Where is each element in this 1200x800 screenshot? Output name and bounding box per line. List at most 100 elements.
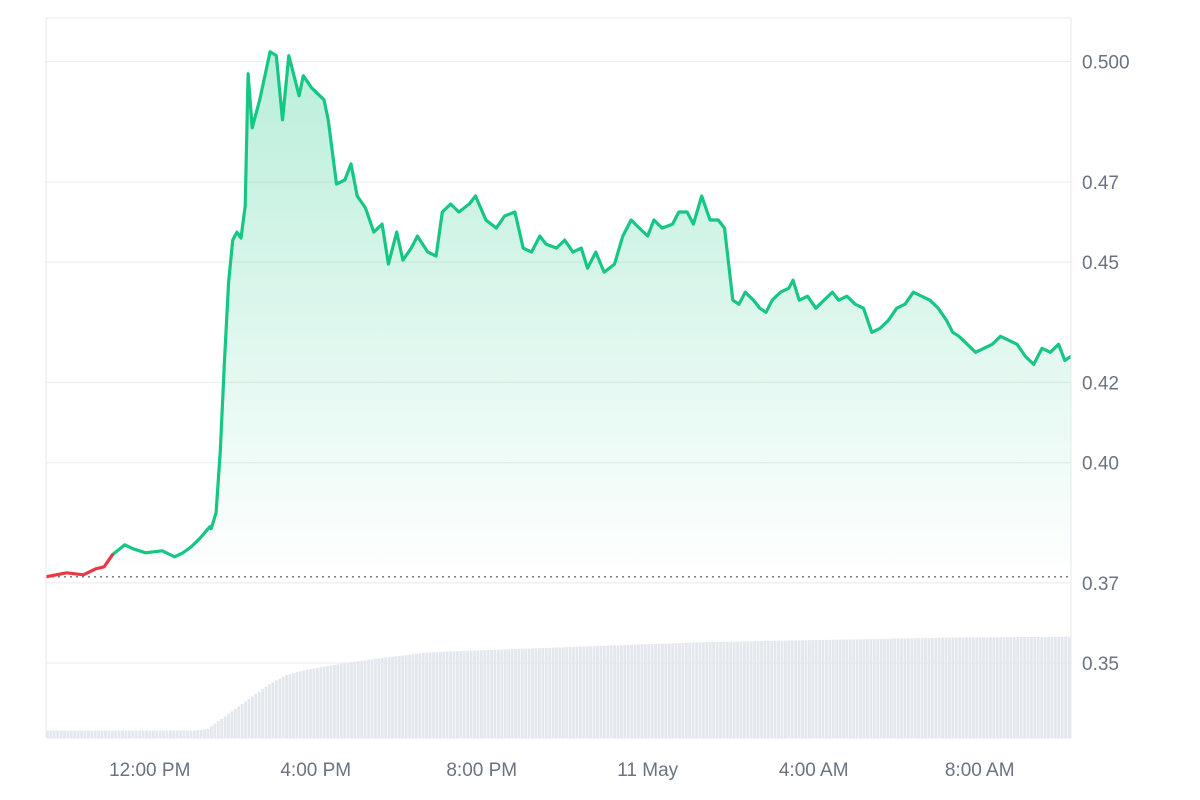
volume-bar: [339, 663, 343, 738]
volume-bar: [510, 649, 514, 738]
volume-bar: [838, 639, 842, 738]
volume-bar: [671, 643, 675, 738]
volume-bar: [404, 655, 408, 738]
volume-bar: [1006, 637, 1009, 738]
volume-bar: [599, 645, 603, 738]
volume-bar: [954, 637, 958, 738]
volume-bar: [1033, 636, 1037, 738]
volume-bar: [616, 645, 620, 738]
volume-bar: [917, 638, 921, 738]
volume-bar: [203, 729, 206, 738]
volume-bar: [374, 658, 377, 738]
volume-bar: [900, 638, 903, 738]
volume-bar: [719, 641, 722, 738]
volume-bar: [961, 637, 965, 738]
volume-bar: [387, 657, 391, 738]
volume-bar: [763, 641, 767, 738]
volume-bar: [148, 730, 152, 738]
x-tick-label: 8:00 PM: [446, 760, 517, 781]
volume-bar: [305, 669, 309, 738]
volume-bar: [664, 643, 668, 738]
volume-bar: [336, 664, 340, 738]
volume-bar: [848, 639, 852, 738]
price-line-up: [110, 50, 1071, 559]
volume-bar: [237, 706, 241, 738]
volume-bar: [743, 641, 746, 738]
volume-bar: [251, 696, 254, 738]
volume-bar: [479, 650, 483, 738]
volume-bar: [517, 648, 521, 738]
volume-bar: [244, 701, 247, 738]
volume-bar: [329, 665, 333, 738]
volume-bar: [1053, 636, 1057, 738]
volume-bar: [134, 730, 138, 738]
price-line: [46, 50, 1071, 579]
volume-bar: [165, 730, 169, 738]
volume-bar: [76, 730, 80, 738]
volume-bar: [674, 643, 678, 738]
volume-bar: [982, 637, 985, 738]
volume-bar: [179, 730, 183, 738]
y-tick-label: 0.35: [1082, 654, 1119, 675]
volume-bar: [1030, 636, 1033, 738]
volume-bar: [438, 651, 442, 738]
volume-bar: [452, 651, 456, 738]
volume-bar: [814, 640, 818, 738]
volume-bar: [459, 650, 463, 738]
volume-bar: [705, 642, 709, 738]
volume-bar: [589, 646, 593, 738]
volume-bar: [609, 645, 613, 738]
volume-bar: [1036, 636, 1040, 738]
volume-bar: [394, 656, 398, 738]
y-tick-label: 0.500: [1082, 53, 1130, 74]
volume-bar: [965, 637, 968, 738]
volume-bar: [1009, 637, 1013, 738]
volume-bar: [333, 664, 336, 738]
volume-bar: [155, 730, 159, 738]
volume-bar: [948, 637, 951, 738]
volume-bar: [568, 647, 572, 738]
volume-bar: [548, 647, 552, 738]
volume-bar: [107, 730, 111, 738]
volume-bar: [541, 648, 545, 738]
y-axis: 0.500 0.47 0.45 0.42 0.40 0.37 0.35: [1082, 53, 1130, 675]
volume-bar: [623, 645, 627, 738]
volume-bar: [944, 637, 948, 738]
volume-bar: [503, 649, 507, 738]
volume-bar: [746, 641, 750, 738]
volume-bar: [490, 649, 493, 738]
volume-bar: [1040, 636, 1044, 738]
volume-bar: [903, 638, 907, 738]
volume-bar: [784, 640, 787, 738]
volume-bar: [298, 671, 302, 738]
volume-bar: [257, 691, 261, 738]
volume-bar: [233, 708, 237, 738]
volume-bar: [377, 658, 381, 738]
volume-bar: [80, 730, 83, 738]
y-tick-label: 0.42: [1082, 373, 1119, 394]
volume-bar: [1019, 637, 1023, 738]
volume-bar: [486, 650, 490, 738]
volume-bar: [281, 676, 285, 738]
volume-bar: [456, 651, 459, 738]
volume-bar: [73, 730, 77, 738]
volume-bar: [186, 730, 189, 738]
volume-bar: [684, 642, 688, 738]
volume-bar: [247, 699, 251, 738]
volume-bar: [910, 638, 914, 738]
volume-bar: [534, 648, 538, 738]
volume-bar: [951, 637, 955, 738]
volume-bar: [869, 639, 873, 738]
volume-bar: [445, 651, 449, 738]
x-tick-label: 8:00 AM: [945, 760, 1015, 781]
volume-bar: [497, 649, 500, 738]
volume-bar: [1016, 637, 1020, 738]
volume-bar: [592, 646, 596, 738]
volume-bar: [725, 641, 729, 738]
volume-bar: [104, 730, 107, 738]
volume-bar: [415, 653, 418, 738]
volume-bar: [466, 650, 470, 738]
volume-bar: [63, 730, 66, 738]
volume-bar: [309, 669, 312, 738]
volume-bar: [223, 716, 227, 738]
